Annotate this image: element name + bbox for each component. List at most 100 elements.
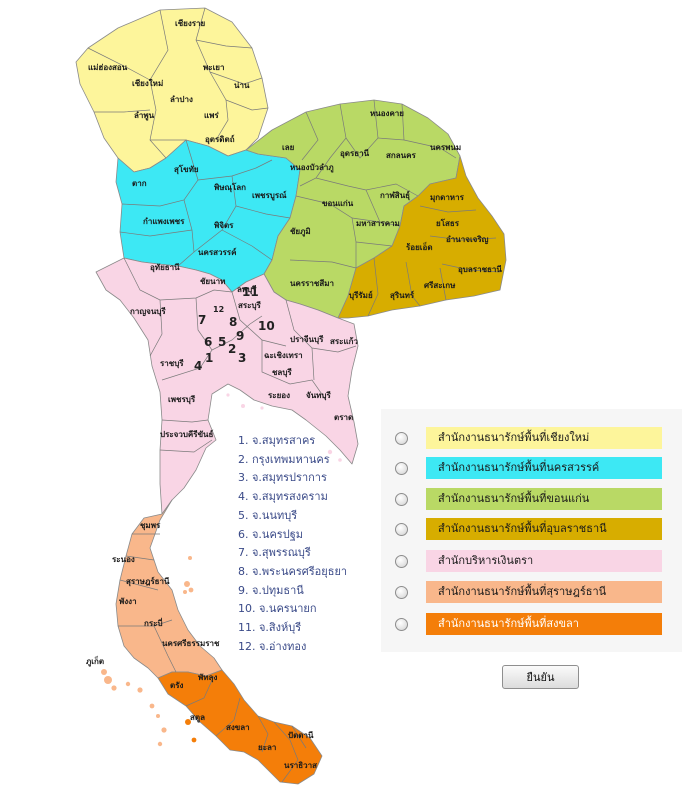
- radio-ubon[interactable]: [395, 523, 408, 536]
- numbered-province-legend: 1. จ.สมุทรสาคร 2. กรุงเทพมหานคร 3. จ.สมุ…: [238, 432, 347, 656]
- label-prachinburi: ปราจีนบุรี: [290, 334, 324, 345]
- office-label-finance[interactable]: สำนักบริหารเงินตรา: [426, 550, 662, 572]
- radio-songkhla[interactable]: [395, 618, 408, 631]
- label-saraburi: สระบุรี: [238, 300, 262, 311]
- label-sisaket: ศรีสะเกษ: [424, 280, 456, 290]
- confirm-button[interactable]: ยืนยัน: [502, 665, 579, 689]
- office-option[interactable]: สำนักงานธนารักษ์พื้นที่สุราษฎร์ธานี: [381, 581, 682, 605]
- legend-item: 7. จ.สุพรรณบุรี: [238, 546, 311, 560]
- label-phichit: พิจิตร: [214, 221, 234, 230]
- label-phang-nga: พังงา: [119, 597, 137, 606]
- label-amnat-charoen: อำนาจเจริญ: [446, 235, 489, 245]
- legend-item: 2. กรุงเทพมหานคร: [238, 452, 330, 466]
- label-lopburi: ลพบุรี: [237, 284, 257, 295]
- label-uthai-thani: อุทัยธานี: [150, 262, 180, 273]
- office-option[interactable]: สำนักบริหารเงินตรา: [381, 550, 682, 574]
- legend-item: 1. จ.สมุทรสาคร: [238, 434, 316, 447]
- label-phuket: ภูเก็ต: [86, 655, 104, 667]
- legend-item: 11. จ.สิงห์บุรี: [238, 621, 302, 635]
- office-selection-panel: สำนักงานธนารักษ์พื้นที่เชียงใหม่ สำนักงา…: [381, 409, 682, 652]
- label-chainat: ชัยนาท: [200, 277, 225, 286]
- label-surin: สุรินทร์: [390, 290, 415, 301]
- region-chiang-mai[interactable]: [75, 7, 269, 173]
- legend-item: 4. จ.สมุทรสงคราม: [238, 490, 328, 504]
- office-option[interactable]: สำนักงานธนารักษ์พื้นที่นครสวรรค์: [381, 457, 682, 481]
- label-maha-sarakham: มหาสารคาม: [356, 219, 400, 228]
- number-9: 9: [236, 329, 244, 343]
- label-chiang-rai: เชียงราย: [175, 18, 206, 28]
- label-nong-bua-lamphu: หนองบัวลำภู: [290, 163, 334, 173]
- radio-finance[interactable]: [395, 555, 408, 568]
- label-udon-thani: อุดรธานี: [340, 148, 370, 159]
- label-trat: ตราด: [334, 413, 353, 422]
- office-label-nakhon-sawan[interactable]: สำนักงานธนารักษ์พื้นที่นครสวรรค์: [426, 457, 662, 479]
- label-buriram: บุรีรัมย์: [349, 290, 373, 301]
- number-3: 3: [238, 351, 246, 365]
- region-songkhla[interactable]: [157, 669, 323, 785]
- province-borders: [87, 7, 501, 783]
- label-phatthalung: พัทลุง: [198, 673, 217, 683]
- label-chonburi: ชลบุรี: [272, 367, 292, 378]
- number-8: 8: [229, 315, 237, 329]
- label-mukdahan: มุกดาหาร: [430, 193, 465, 203]
- label-chachoengsao: ฉะเชิงเทรา: [264, 351, 303, 360]
- label-nakhon-ratchasima: นครราชสีมา: [290, 278, 334, 288]
- label-satun: สตูล: [190, 713, 205, 723]
- label-lamphun: ลำพูน: [134, 111, 155, 121]
- office-option[interactable]: สำนักงานธนารักษ์พื้นที่สงขลา: [381, 613, 682, 637]
- province-labels: เชียงราย แม่ฮ่องสอน เชียงใหม่ พะเยา น่าน…: [86, 18, 502, 770]
- label-phetchaburi: เพชรบุรี: [168, 394, 196, 405]
- legend-item: 8. จ.พระนครศรีอยุธยา: [238, 564, 348, 578]
- legend-item: 12. จ.อ่างทอง: [238, 639, 307, 653]
- number-12: 12: [213, 305, 224, 314]
- label-kalasin: กาฬสินธุ์: [380, 190, 410, 201]
- label-ratchaburi: ราชบุรี: [160, 358, 184, 369]
- label-lampang: ลำปาง: [170, 95, 193, 104]
- legend-item: 9. จ.ปทุมธานี: [238, 583, 304, 597]
- label-ubon: อุบลราชธานี: [458, 264, 502, 275]
- office-label-chiang-mai[interactable]: สำนักงานธนารักษ์พื้นที่เชียงใหม่: [426, 427, 662, 449]
- office-label-ubon[interactable]: สำนักงานธนารักษ์พื้นที่อุบลราชธานี: [426, 518, 662, 540]
- radio-surat[interactable]: [395, 586, 408, 599]
- label-phayao: พะเยา: [203, 63, 224, 72]
- office-option[interactable]: สำนักงานธนารักษ์พื้นที่เชียงใหม่: [381, 427, 682, 451]
- label-trang: ตรัง: [170, 681, 183, 690]
- radio-khon-kaen[interactable]: [395, 493, 408, 506]
- legend-item: 3. จ.สมุทรปราการ: [238, 471, 327, 485]
- label-mae-hong-son: แม่ฮ่องสอน: [88, 63, 128, 72]
- number-7: 7: [198, 313, 206, 327]
- label-yala: ยะลา: [258, 743, 276, 752]
- label-phitsanulok: พิษณุโลก: [214, 182, 246, 193]
- label-phrae: แพร่: [204, 111, 219, 120]
- label-rayong: ระยอง: [268, 391, 290, 400]
- legend-item: 6. จ.นครปฐม: [238, 527, 304, 541]
- region-surat[interactable]: [115, 499, 223, 679]
- label-nakhon-sawan: นครสวรรค์: [198, 247, 236, 257]
- label-chanthaburi: จันทบุรี: [306, 390, 332, 401]
- label-krabi: กระบี่: [144, 617, 163, 628]
- label-songkhla: สงขลา: [226, 723, 250, 732]
- label-chiang-mai: เชียงใหม่: [132, 78, 163, 88]
- label-sa-kaeo: สระแก้ว: [330, 336, 358, 346]
- label-narathiwat: นราธิวาส: [284, 761, 317, 770]
- region-ubon[interactable]: [337, 155, 507, 319]
- label-roi-et: ร้อยเอ็ด: [406, 241, 433, 252]
- legend-item: 5. จ.นนทบุรี: [238, 508, 298, 522]
- radio-chiang-mai[interactable]: [395, 432, 408, 445]
- number-11: 11: [242, 285, 259, 299]
- office-label-songkhla[interactable]: สำนักงานธนารักษ์พื้นที่สงขลา: [426, 613, 662, 635]
- central-numbers: 11 12 7 8 10 9 6 5 2 1 3 4: [194, 285, 275, 373]
- label-yasothon: ยโสธร: [436, 218, 460, 228]
- office-option[interactable]: สำนักงานธนารักษ์พื้นที่อุบลราชธานี: [381, 518, 682, 542]
- office-label-khon-kaen[interactable]: สำนักงานธนารักษ์พื้นที่ขอนแก่น: [426, 488, 662, 510]
- office-label-surat[interactable]: สำนักงานธนารักษ์พื้นที่สุราษฎร์ธานี: [426, 581, 662, 603]
- islands: [101, 393, 342, 747]
- radio-nakhon-sawan[interactable]: [395, 462, 408, 475]
- office-option[interactable]: สำนักงานธนารักษ์พื้นที่ขอนแก่น: [381, 488, 682, 512]
- number-5: 5: [218, 335, 226, 349]
- label-tak: ตาก: [132, 179, 147, 188]
- label-pattani: ปัตตานี: [288, 730, 314, 740]
- label-ranong: ระนอง: [112, 555, 135, 564]
- number-10: 10: [258, 319, 275, 333]
